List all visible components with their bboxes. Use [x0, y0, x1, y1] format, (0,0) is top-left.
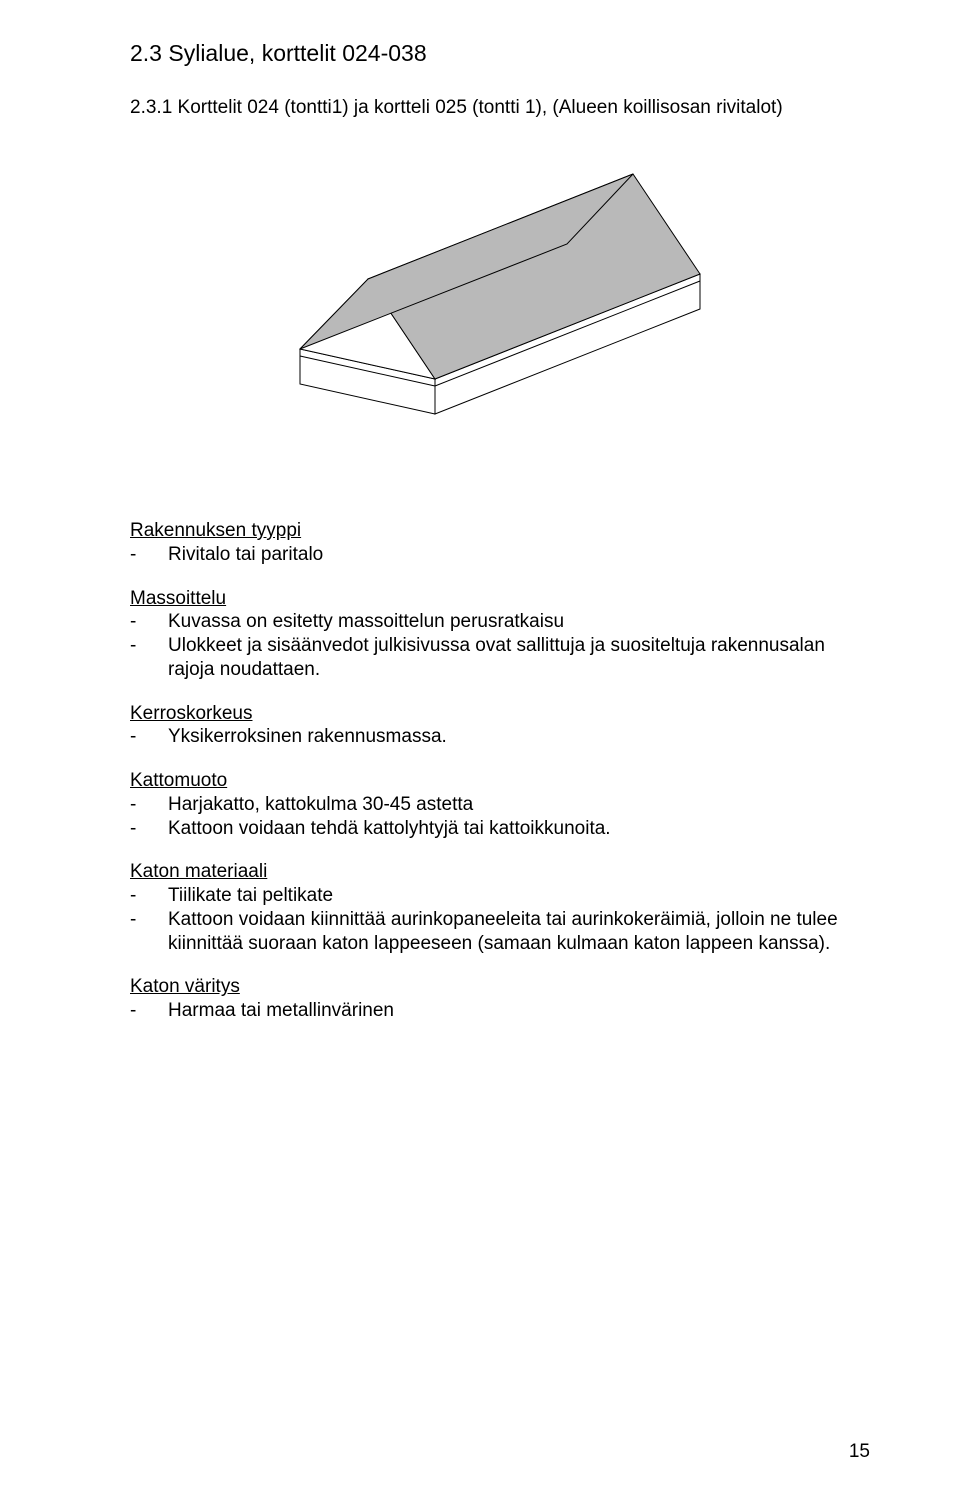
heading: 2.3 Sylialue, korttelit 024-038: [130, 40, 870, 67]
section-title: Massoittelu: [130, 587, 870, 611]
page: 2.3 Sylialue, korttelit 024-038 2.3.1 Ko…: [0, 0, 960, 1493]
section-title: Kerroskorkeus: [130, 702, 870, 726]
list-item: Rivitalo tai paritalo: [130, 543, 870, 567]
isometric-house-icon: [280, 159, 720, 419]
section-list: Harmaa tai metallinvärinen: [130, 999, 870, 1023]
list-item: Yksikerroksinen rakennusmassa.: [130, 725, 870, 749]
section: Katon materiaaliTiilikate tai peltikateK…: [130, 860, 870, 955]
list-item: Ulokkeet ja sisäänvedot julkisivussa ova…: [130, 634, 870, 682]
section: KerroskorkeusYksikerroksinen rakennusmas…: [130, 702, 870, 750]
list-item: Harjakatto, kattokulma 30-45 astetta: [130, 793, 870, 817]
building-diagram: [130, 159, 870, 419]
section-list: Rivitalo tai paritalo: [130, 543, 870, 567]
list-item: Kattoon voidaan tehdä kattolyhtyjä tai k…: [130, 817, 870, 841]
list-item: Kuvassa on esitetty massoittelun perusra…: [130, 610, 870, 634]
section-list: Kuvassa on esitetty massoittelun perusra…: [130, 610, 870, 681]
section: MassoitteluKuvassa on esitetty massoitte…: [130, 587, 870, 682]
list-item: Tiilikate tai peltikate: [130, 884, 870, 908]
section-list: Yksikerroksinen rakennusmassa.: [130, 725, 870, 749]
section-title: Katon materiaali: [130, 860, 870, 884]
list-item: Kattoon voidaan kiinnittää aurinkopaneel…: [130, 908, 870, 956]
section: Katon väritysHarmaa tai metallinvärinen: [130, 975, 870, 1023]
sections: Rakennuksen tyyppiRivitalo tai paritalo M…: [130, 519, 870, 1023]
section-title: Kattomuoto: [130, 769, 870, 793]
page-number: 15: [849, 1441, 870, 1463]
section: Rakennuksen tyyppiRivitalo tai paritalo: [130, 519, 870, 567]
section-list: Harjakatto, kattokulma 30-45 astettaKatt…: [130, 793, 870, 841]
section-title: Rakennuksen tyyppi: [130, 519, 870, 543]
section-title: Katon väritys: [130, 975, 870, 999]
subheading: 2.3.1 Korttelit 024 (tontti1) ja korttel…: [130, 97, 870, 119]
section: KattomuotoHarjakatto, kattokulma 30-45 a…: [130, 769, 870, 840]
section-list: Tiilikate tai peltikateKattoon voidaan k…: [130, 884, 870, 955]
list-item: Harmaa tai metallinvärinen: [130, 999, 870, 1023]
